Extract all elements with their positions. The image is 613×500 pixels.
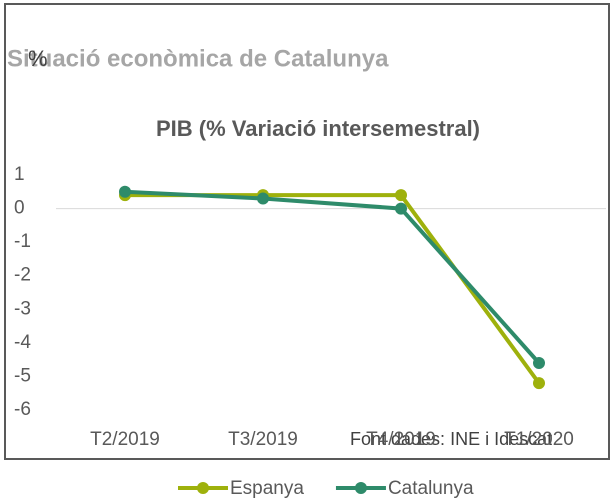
source-note: Font dades: INE i Idescat (350, 429, 552, 449)
legend-marker (197, 482, 209, 494)
point (533, 377, 545, 390)
y-tick-label: 0 (14, 198, 25, 219)
point (395, 189, 407, 202)
y-axis-label: % (28, 46, 48, 71)
y-tick-label: -2 (14, 265, 31, 286)
y-tick-label: 1 (14, 164, 25, 185)
y-tick-label: -3 (14, 298, 31, 319)
x-tick-label: T2/2019 (90, 429, 160, 450)
chart-border (4, 3, 610, 460)
point (395, 202, 407, 215)
series-line (124, 189, 541, 365)
y-tick-label: -6 (14, 399, 31, 420)
point (119, 185, 131, 198)
x-tick-label: T1/2020 (504, 429, 574, 450)
x-tick-label: T4/2019 (366, 429, 436, 450)
x-tick-label: T3/2019 (228, 429, 298, 450)
legend-label: Espanya (230, 478, 304, 499)
legend-marker (354, 482, 367, 494)
y-tick-label: -1 (14, 231, 31, 252)
point (533, 357, 545, 369)
chart-title: Situació econòmica de Catalunya (7, 45, 389, 72)
y-tick-label: -4 (14, 332, 31, 353)
point (257, 192, 269, 205)
chart-subtitle: PIB (% Variació intersemestral) (156, 116, 480, 141)
y-tick-label: -5 (14, 365, 31, 386)
legend-label: Catalunya (388, 478, 474, 499)
